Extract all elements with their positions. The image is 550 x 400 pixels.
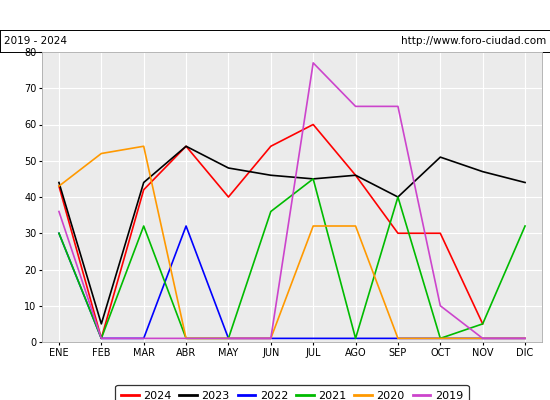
- Text: http://www.foro-ciudad.com: http://www.foro-ciudad.com: [401, 36, 546, 46]
- Legend: 2024, 2023, 2022, 2021, 2020, 2019: 2024, 2023, 2022, 2021, 2020, 2019: [116, 385, 469, 400]
- Text: 2019 - 2024: 2019 - 2024: [4, 36, 67, 46]
- Text: Evolucion Nº Turistas Extranjeros en el municipio de Ataquines: Evolucion Nº Turistas Extranjeros en el …: [79, 8, 471, 22]
